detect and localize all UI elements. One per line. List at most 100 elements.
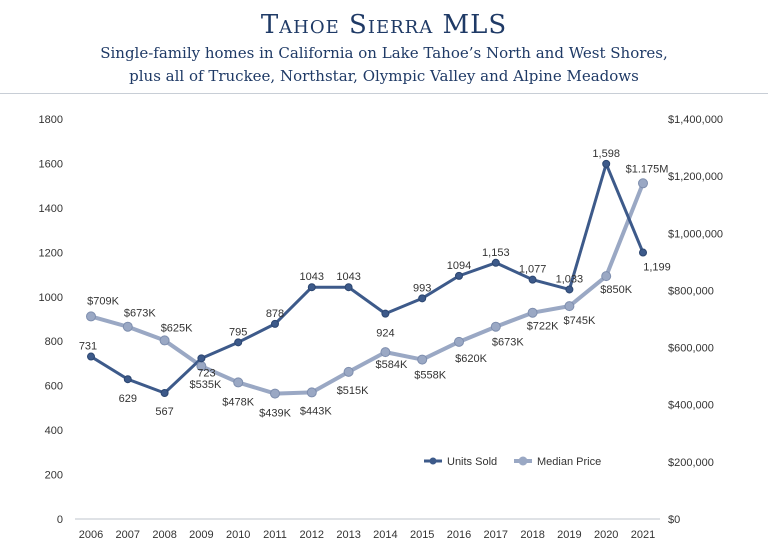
- units-sold-line: [89, 162, 645, 395]
- units-sold-data-label: 1,199: [643, 262, 671, 274]
- median-price-point: [159, 335, 170, 346]
- header-divider: [0, 93, 768, 94]
- median-price-point: [638, 178, 648, 189]
- legend-units-sold-label: Units Sold: [447, 456, 497, 468]
- x-tick-label: 2009: [189, 529, 213, 541]
- units-sold-point: [639, 248, 647, 257]
- y-left-tick-label: 400: [45, 425, 63, 437]
- x-tick-label: 2018: [520, 529, 544, 541]
- y-right-tick-label: $400,000: [668, 400, 714, 412]
- y-left-tick-label: 800: [45, 336, 63, 348]
- units-sold-point: [381, 309, 390, 318]
- x-tick-label: 2014: [373, 529, 397, 541]
- y-left-tick-label: 1000: [39, 292, 63, 304]
- chart-subtitle-line-2: plus all of Truckee, Northstar, Olympic …: [129, 67, 639, 85]
- median-price-data-label: $558K: [414, 370, 446, 382]
- units-sold-point: [565, 285, 574, 294]
- median-price-point: [564, 301, 575, 312]
- x-tick-label: 2008: [152, 529, 176, 541]
- median-price-point: [270, 388, 280, 399]
- median-price-data-label: $745K: [563, 315, 595, 327]
- units-sold-point: [418, 294, 427, 303]
- y-right-tick-label: $1,000,000: [668, 228, 723, 240]
- chart-title: Tahoe Sierra MLS: [260, 10, 508, 40]
- x-tick-label: 2013: [336, 529, 360, 541]
- median-price-data-label: $850K: [600, 284, 632, 296]
- median-price-point: [86, 311, 96, 322]
- units-sold-data-label: 723: [197, 367, 215, 379]
- units-sold-data-label: 1094: [447, 260, 471, 272]
- median-price-data-label: $625K: [161, 322, 193, 334]
- y-right-tick-label: $1,200,000: [668, 171, 723, 183]
- units-sold-point: [160, 389, 169, 397]
- x-tick-label: 2007: [116, 529, 140, 541]
- median-price-data-label: $443K: [300, 405, 332, 417]
- y-right-tick-label: $200,000: [668, 457, 714, 469]
- units-sold-point: [528, 275, 537, 284]
- y-left-tick-label: 200: [45, 470, 63, 482]
- y-right-tick-label: $0: [668, 514, 680, 526]
- x-tick-label: 2019: [557, 529, 581, 541]
- y-left-tick-label: 1200: [39, 247, 63, 259]
- x-tick-label: 2016: [447, 529, 471, 541]
- units-sold-point: [602, 159, 611, 168]
- legend-median-price-label: Median Price: [537, 456, 601, 468]
- units-sold-point: [491, 258, 500, 267]
- median-price-point: [380, 347, 391, 358]
- median-price-point: [306, 387, 317, 398]
- median-price-data-label: $584K: [375, 359, 407, 371]
- median-price-data-label: $620K: [455, 353, 487, 365]
- median-price-point: [490, 321, 501, 332]
- median-price-line: [89, 181, 645, 396]
- median-price-data-label: $673K: [124, 308, 156, 320]
- median-price-point: [417, 354, 428, 365]
- chart-header: Tahoe Sierra MLS Single-family homes in …: [0, 0, 768, 96]
- units-sold-data-label: 1,033: [556, 273, 584, 285]
- units-sold-point: [87, 352, 95, 361]
- legend-median-price-marker: [518, 456, 528, 466]
- median-price-data-label: $1.175M: [626, 163, 669, 175]
- y-right-tick-label: $1,400,000: [668, 114, 723, 126]
- y-left-tick-label: 0: [57, 514, 63, 526]
- y-left-tick-label: 1600: [39, 158, 63, 170]
- x-tick-label: 2017: [484, 529, 508, 541]
- units-sold-data-label: 1,598: [592, 148, 620, 160]
- units-sold-point: [271, 319, 279, 328]
- median-price-data-label: $709K: [87, 295, 119, 307]
- x-tick-label: 2010: [226, 529, 250, 541]
- median-price-data-label: $439K: [259, 408, 291, 420]
- y-left-tick-label: 1800: [39, 114, 63, 126]
- units-sold-data-label: 795: [229, 326, 247, 338]
- y-left-tick-label: 600: [45, 381, 63, 393]
- units-sold-data-label: 924: [376, 328, 394, 340]
- median-price-data-label: $535K: [189, 379, 221, 391]
- y-left-tick-label: 1400: [39, 203, 63, 215]
- median-price-point: [233, 377, 244, 388]
- units-sold-point: [197, 354, 206, 363]
- units-sold-data-label: 878: [266, 308, 284, 320]
- median-price-data-label: $722K: [527, 321, 559, 333]
- units-sold-point: [455, 271, 463, 280]
- median-price-point: [454, 336, 464, 347]
- median-price-point: [601, 271, 612, 282]
- chart-subtitle-line-1: Single-family homes in California on Lak…: [100, 44, 668, 62]
- median-price-point: [343, 366, 354, 377]
- x-tick-label: 2020: [594, 529, 618, 541]
- units-sold-data-label: 1,077: [519, 264, 547, 276]
- median-price-data-label: $673K: [492, 337, 524, 349]
- legend-units-sold-marker: [429, 457, 437, 465]
- median-price-data-label: $515K: [337, 385, 369, 397]
- median-price-point: [122, 321, 133, 332]
- x-tick-label: 2021: [631, 529, 655, 541]
- units-sold-data-label: 993: [413, 282, 431, 294]
- units-sold-point: [123, 375, 132, 384]
- units-sold-point: [307, 283, 316, 292]
- x-tick-label: 2011: [263, 529, 287, 541]
- median-price-point: [527, 307, 538, 318]
- units-sold-data-label: 567: [155, 406, 173, 418]
- units-sold-data-label: 1043: [300, 271, 324, 283]
- x-tick-label: 2012: [300, 529, 324, 541]
- units-sold-data-label: 731: [79, 341, 97, 353]
- units-sold-point: [344, 283, 353, 292]
